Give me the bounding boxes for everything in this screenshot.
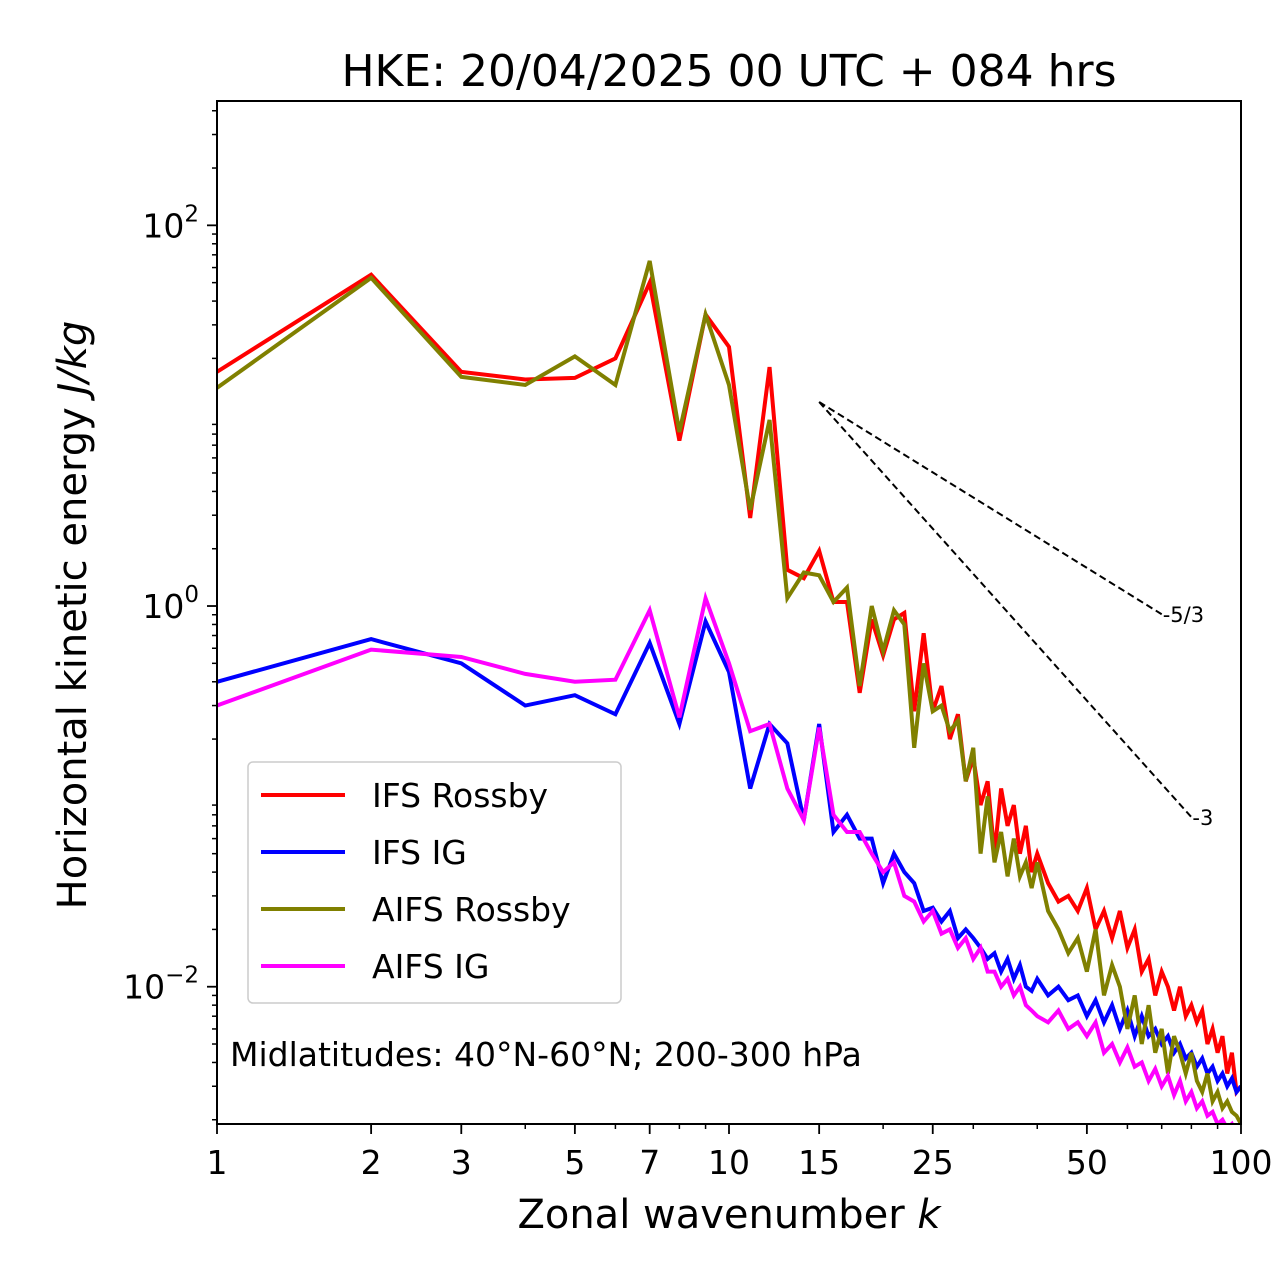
series-line-3 <box>217 260 1241 1124</box>
x-tick-label: 25 <box>912 1143 954 1182</box>
reference-line-label-1: -5/3 <box>1163 603 1204 627</box>
y-tick-label: 102 <box>142 201 199 245</box>
chart-title: HKE: 20/04/2025 00 UTC + 084 hrs <box>341 46 1116 97</box>
y-tick-label: 100 <box>142 582 199 626</box>
legend: IFS Rossby IFS IG AIFS Rossby AIFS IG <box>247 761 622 1004</box>
y-axis: 102 100 10−2 <box>123 109 217 1121</box>
x-tick-label: 10 <box>708 1143 750 1182</box>
plot-area: -5/3 -3 <box>217 260 1241 1124</box>
legend-box <box>247 761 622 1004</box>
reference-line-label-2: -3 <box>1192 806 1213 830</box>
y-axis-label: Horizontal kinetic energy J/kg <box>50 321 96 910</box>
reference-line-1 <box>818 401 1163 616</box>
series-line-2 <box>217 615 1241 1097</box>
legend-label-1: IFS Rossby <box>372 776 548 815</box>
x-tick-label: 3 <box>451 1143 472 1182</box>
x-tick-label: 2 <box>361 1143 382 1182</box>
x-tick-label: 100 <box>1210 1143 1273 1182</box>
plot-frame <box>216 100 1242 1125</box>
x-tick-label: 7 <box>639 1143 660 1182</box>
x-axis: 1 2 3 5 7 10 15 25 50 100 <box>207 1124 1273 1182</box>
y-tick-label: 10−2 <box>123 963 199 1007</box>
legend-label-4: AIFS IG <box>372 947 489 986</box>
series-line-4 <box>217 590 1235 1124</box>
x-tick-label: 5 <box>564 1143 585 1182</box>
x-axis-label: Zonal wavenumber k <box>517 1192 942 1238</box>
series-line-1 <box>217 272 1241 1097</box>
x-tick-label: 1 <box>207 1143 228 1182</box>
legend-label-2: IFS IG <box>372 833 467 872</box>
x-tick-label: 15 <box>798 1143 840 1182</box>
reference-line-2 <box>818 401 1193 818</box>
legend-label-3: AIFS Rossby <box>372 890 571 929</box>
region-annotation: Midlatitudes: 40°N-60°N; 200-300 hPa <box>230 1035 862 1074</box>
x-tick-label: 50 <box>1066 1143 1108 1182</box>
series-group <box>217 260 1241 1124</box>
